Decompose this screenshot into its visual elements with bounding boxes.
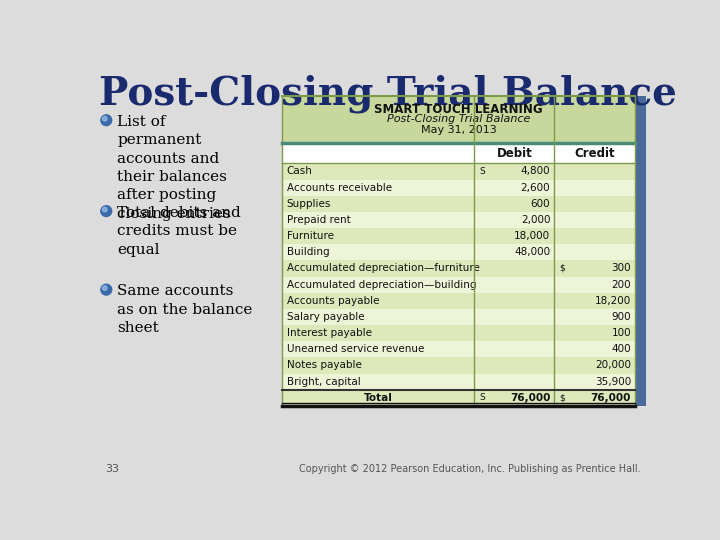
- Text: Accumulated depreciation—building: Accumulated depreciation—building: [287, 280, 477, 289]
- Text: Copyright © 2012 Pearson Education, Inc. Publishing as Prentice Hall.: Copyright © 2012 Pearson Education, Inc.…: [299, 464, 641, 475]
- Text: 18,200: 18,200: [595, 296, 631, 306]
- Bar: [282, 179, 635, 195]
- Text: Furniture: Furniture: [287, 231, 334, 241]
- Text: Salary payable: Salary payable: [287, 312, 364, 322]
- Text: Same accounts
as on the balance
sheet: Same accounts as on the balance sheet: [117, 284, 253, 335]
- Text: Accumulated depreciation—furniture: Accumulated depreciation—furniture: [287, 264, 480, 273]
- Text: 900: 900: [611, 312, 631, 322]
- Bar: [282, 341, 635, 357]
- Bar: [282, 244, 635, 260]
- Text: Total: Total: [364, 393, 392, 403]
- Text: Debit: Debit: [496, 147, 532, 160]
- Text: 48,000: 48,000: [514, 247, 550, 257]
- Text: List of
permanent
accounts and
their balances
after posting
closing entries: List of permanent accounts and their bal…: [117, 115, 230, 221]
- Bar: [282, 357, 635, 374]
- Circle shape: [102, 286, 107, 291]
- Text: Interest payable: Interest payable: [287, 328, 372, 338]
- Text: 18,000: 18,000: [514, 231, 550, 241]
- Text: 4,800: 4,800: [521, 166, 550, 177]
- Text: 33: 33: [106, 464, 120, 475]
- Circle shape: [101, 115, 112, 126]
- Text: S: S: [479, 393, 485, 402]
- Bar: [282, 293, 635, 309]
- Bar: [282, 374, 635, 390]
- Text: 76,000: 76,000: [590, 393, 631, 403]
- Text: S: S: [479, 167, 485, 176]
- Text: Credit: Credit: [575, 147, 615, 160]
- Text: Prepaid rent: Prepaid rent: [287, 215, 351, 225]
- Text: Bright, capital: Bright, capital: [287, 377, 361, 387]
- Bar: [635, 96, 646, 406]
- Circle shape: [102, 207, 107, 212]
- Text: May 31, 2013: May 31, 2013: [420, 125, 496, 135]
- Bar: [282, 143, 635, 164]
- Circle shape: [102, 117, 107, 121]
- Text: 400: 400: [611, 345, 631, 354]
- Bar: [282, 325, 635, 341]
- Text: Post-Closing Trial Balance: Post-Closing Trial Balance: [387, 114, 530, 124]
- Text: 2,600: 2,600: [521, 183, 550, 193]
- Bar: [282, 228, 635, 244]
- Text: Building: Building: [287, 247, 330, 257]
- Text: Unearned service revenue: Unearned service revenue: [287, 345, 424, 354]
- Circle shape: [101, 284, 112, 295]
- Text: Post-Closing Trial Balance: Post-Closing Trial Balance: [99, 74, 678, 112]
- Text: 300: 300: [611, 264, 631, 273]
- Circle shape: [101, 206, 112, 217]
- Text: Cash: Cash: [287, 166, 312, 177]
- Bar: [282, 309, 635, 325]
- Text: 35,900: 35,900: [595, 377, 631, 387]
- Bar: [282, 195, 635, 212]
- Text: SMART TOUCH LEARNING: SMART TOUCH LEARNING: [374, 103, 543, 116]
- Text: 600: 600: [531, 199, 550, 209]
- Bar: [282, 276, 635, 293]
- Text: Supplies: Supplies: [287, 199, 331, 209]
- Bar: [282, 212, 635, 228]
- Bar: [282, 260, 635, 276]
- Text: Notes payable: Notes payable: [287, 361, 361, 370]
- Bar: [282, 96, 635, 143]
- Text: 20,000: 20,000: [595, 361, 631, 370]
- Text: $: $: [559, 264, 564, 273]
- Text: Total debits and
credits must be
equal: Total debits and credits must be equal: [117, 206, 241, 256]
- Text: $: $: [559, 393, 564, 402]
- Text: 100: 100: [611, 328, 631, 338]
- Bar: [282, 390, 635, 406]
- Text: Accounts receivable: Accounts receivable: [287, 183, 392, 193]
- Text: 2,000: 2,000: [521, 215, 550, 225]
- Text: 200: 200: [611, 280, 631, 289]
- Bar: [282, 164, 635, 179]
- Text: 76,000: 76,000: [510, 393, 550, 403]
- Text: Accounts payable: Accounts payable: [287, 296, 379, 306]
